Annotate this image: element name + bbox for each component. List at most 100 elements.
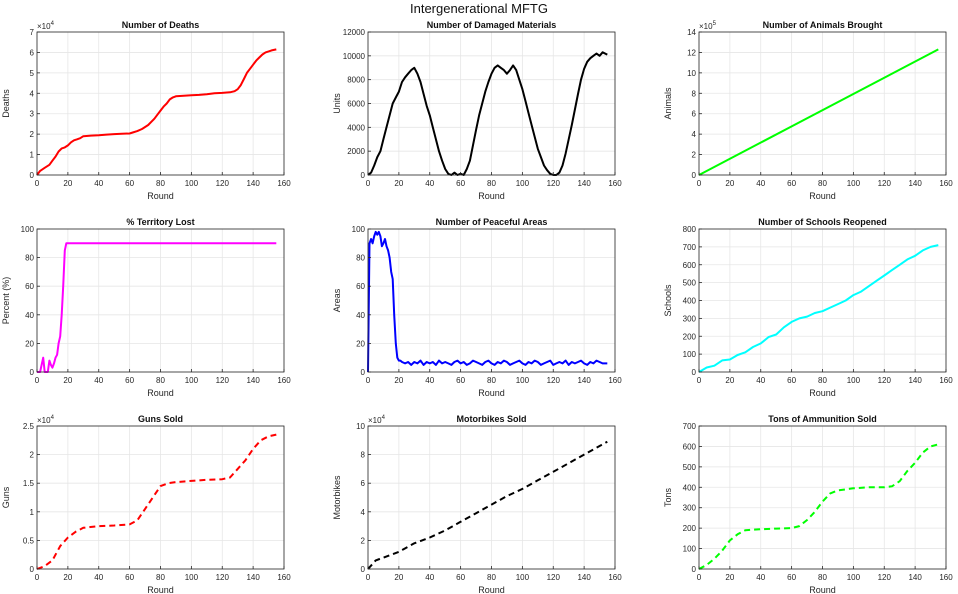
y-axis-label: Guns bbox=[1, 486, 11, 508]
y-tick-label: 10 bbox=[356, 422, 365, 431]
y-tick-label: 0 bbox=[30, 368, 35, 377]
subplot-5: 0 20 40 60 80 100 120 140 160 0 20 40 60 80 100 Number … bbox=[332, 217, 622, 398]
x-tick-label: 20 bbox=[725, 179, 734, 188]
x-tick-label: 80 bbox=[156, 179, 165, 188]
x-tick-label: 80 bbox=[487, 573, 496, 582]
x-tick-label: 60 bbox=[125, 179, 134, 188]
axis-exponent: ×104 bbox=[37, 415, 55, 425]
x-tick-label: 140 bbox=[246, 179, 260, 188]
x-tick-label: 40 bbox=[756, 573, 765, 582]
x-tick-label: 140 bbox=[246, 376, 260, 385]
x-tick-label: 100 bbox=[516, 573, 530, 582]
x-tick-label: 0 bbox=[697, 179, 702, 188]
chart-title: Motorbikes Sold bbox=[456, 414, 526, 424]
series-line bbox=[367, 230, 608, 373]
y-tick-label: 0.5 bbox=[23, 536, 35, 545]
y-tick-label: 2 bbox=[30, 130, 35, 139]
x-tick-label: 40 bbox=[94, 179, 103, 188]
x-axis-label: Round bbox=[147, 388, 174, 398]
x-tick-label: 100 bbox=[847, 376, 861, 385]
x-tick-label: 80 bbox=[487, 179, 496, 188]
x-tick-label: 100 bbox=[847, 573, 861, 582]
series-line bbox=[367, 51, 608, 176]
x-tick-label: 140 bbox=[908, 376, 922, 385]
x-tick-label: 120 bbox=[878, 573, 892, 582]
y-tick-label: 6 bbox=[692, 110, 697, 119]
y-tick-label: 8000 bbox=[347, 76, 365, 85]
y-tick-label: 40 bbox=[356, 311, 365, 320]
x-axis-label: Round bbox=[147, 191, 174, 201]
chart-title: Number of Peaceful Areas bbox=[436, 217, 548, 227]
y-tick-label: 80 bbox=[356, 254, 365, 263]
x-tick-label: 60 bbox=[787, 179, 796, 188]
chart-title: Tons of Ammunition Sold bbox=[768, 414, 876, 424]
y-tick-label: 2.5 bbox=[23, 422, 35, 431]
y-tick-label: 0 bbox=[361, 368, 366, 377]
x-tick-label: 140 bbox=[908, 573, 922, 582]
y-tick-label: 8 bbox=[692, 89, 697, 98]
x-tick-label: 160 bbox=[277, 573, 291, 582]
y-axis-label: Deaths bbox=[1, 89, 11, 118]
x-tick-label: 140 bbox=[577, 376, 591, 385]
x-tick-label: 100 bbox=[516, 376, 530, 385]
y-tick-label: 10000 bbox=[343, 52, 366, 61]
subplot-8: 0 20 40 60 80 100 120 140 160 0 2 4 6 8 10×104 Motorbik… bbox=[332, 414, 622, 594]
x-tick-label: 140 bbox=[577, 573, 591, 582]
subplot-2: 0 20 40 60 80 100 120 140 160 0 2000 4000 6000 8000 10… bbox=[332, 20, 622, 201]
y-tick-label: 400 bbox=[683, 483, 697, 492]
y-axis-label: Units bbox=[332, 93, 342, 114]
x-tick-label: 120 bbox=[878, 376, 892, 385]
series-line bbox=[36, 48, 277, 176]
x-tick-label: 120 bbox=[216, 573, 230, 582]
y-tick-label: 100 bbox=[683, 350, 697, 359]
x-tick-label: 20 bbox=[63, 179, 72, 188]
y-tick-label: 700 bbox=[683, 243, 697, 252]
x-tick-label: 80 bbox=[156, 376, 165, 385]
subplot-9: 0 20 40 60 80 100 120 140 160 0 100 200 300 400 500 600… bbox=[663, 414, 953, 594]
y-tick-label: 200 bbox=[683, 332, 697, 341]
y-tick-label: 20 bbox=[356, 339, 365, 348]
chart-title: Guns Sold bbox=[138, 414, 183, 424]
chart-title: Number of Schools Reopened bbox=[758, 217, 887, 227]
x-tick-label: 120 bbox=[216, 179, 230, 188]
chart-title: Number of Damaged Materials bbox=[427, 20, 557, 30]
y-axis-label: Tons bbox=[663, 487, 673, 507]
figure-title: Intergenerational MFTG bbox=[409, 1, 548, 16]
x-tick-label: 0 bbox=[366, 573, 371, 582]
series-line bbox=[36, 433, 277, 570]
x-tick-label: 60 bbox=[456, 376, 465, 385]
x-axis-label: Round bbox=[809, 388, 836, 398]
chart-title: Number of Deaths bbox=[122, 20, 200, 30]
subplot-7: 0 20 40 60 80 100 120 140 160 0 0.5 1 1.5 2 2.5×104 Gun… bbox=[1, 414, 291, 594]
x-tick-label: 80 bbox=[156, 573, 165, 582]
x-tick-label: 160 bbox=[277, 376, 291, 385]
x-tick-label: 20 bbox=[63, 573, 72, 582]
x-tick-label: 80 bbox=[818, 573, 827, 582]
x-tick-label: 100 bbox=[185, 179, 199, 188]
y-tick-label: 10 bbox=[687, 69, 696, 78]
y-tick-label: 14 bbox=[687, 28, 696, 37]
x-tick-label: 60 bbox=[787, 376, 796, 385]
x-tick-label: 80 bbox=[487, 376, 496, 385]
y-tick-label: 5 bbox=[30, 69, 35, 78]
x-tick-label: 40 bbox=[425, 179, 434, 188]
x-tick-label: 0 bbox=[35, 573, 40, 582]
y-axis-label: Animals bbox=[663, 87, 673, 120]
x-tick-label: 160 bbox=[939, 573, 953, 582]
axis-exponent: ×105 bbox=[699, 21, 717, 31]
y-tick-label: 80 bbox=[25, 254, 34, 263]
y-tick-label: 4 bbox=[30, 89, 35, 98]
x-tick-label: 120 bbox=[878, 179, 892, 188]
x-tick-label: 140 bbox=[577, 179, 591, 188]
x-tick-label: 120 bbox=[547, 573, 561, 582]
x-tick-label: 60 bbox=[787, 573, 796, 582]
y-tick-label: 0 bbox=[361, 171, 366, 180]
x-axis-label: Round bbox=[478, 585, 505, 594]
x-tick-label: 60 bbox=[125, 376, 134, 385]
x-tick-label: 160 bbox=[608, 573, 622, 582]
subplot-3: 0 20 40 60 80 100 120 140 160 0 2 4 6 8 10 12 14×105 Numb… bbox=[663, 20, 953, 201]
y-tick-label: 8 bbox=[361, 451, 366, 460]
x-tick-label: 100 bbox=[185, 573, 199, 582]
